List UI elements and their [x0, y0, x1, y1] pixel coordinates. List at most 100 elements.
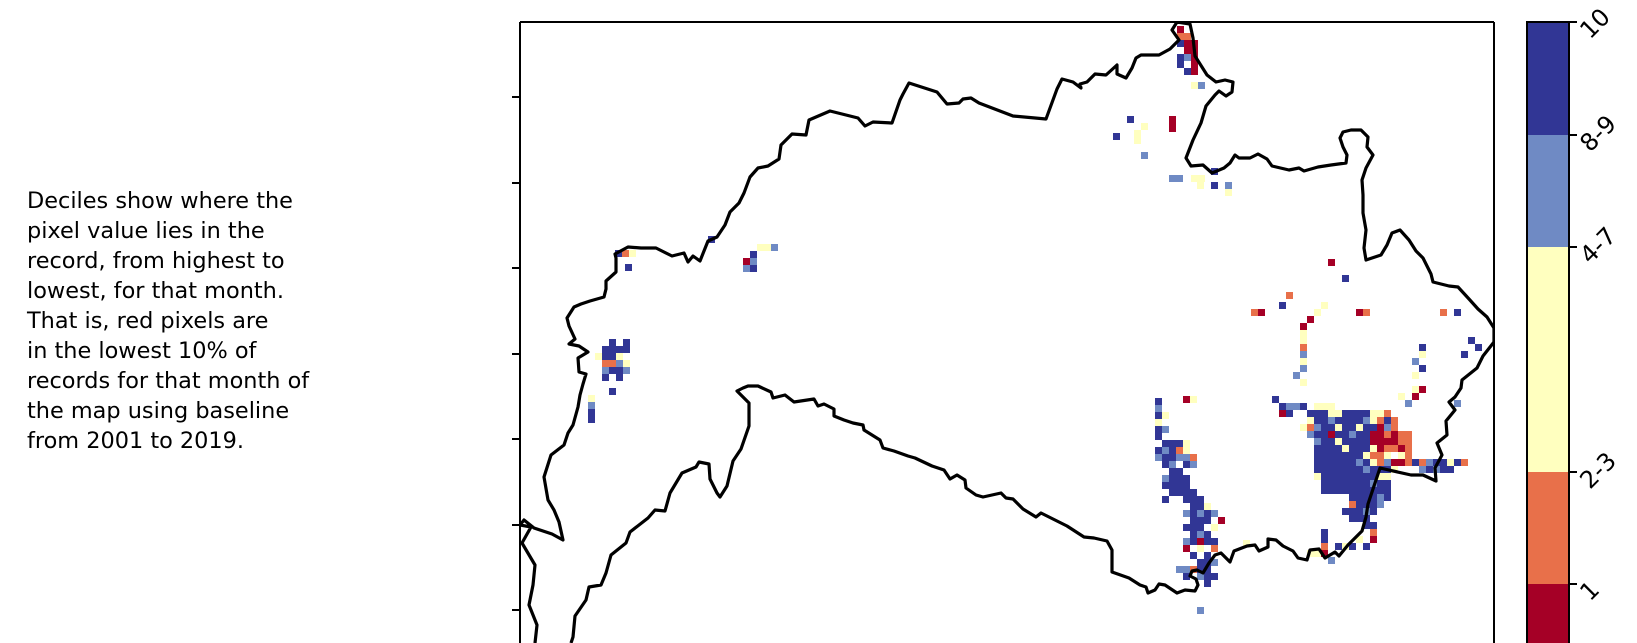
decile-pixel-10: [1335, 445, 1342, 452]
decile-pixel-10: [1328, 480, 1335, 487]
decile-pixel-1: [1391, 438, 1398, 445]
decile-pixel-2-3: [1177, 33, 1191, 40]
decile-pixel-1: [1377, 445, 1384, 452]
colorbar-segment-4-7: [1527, 247, 1569, 472]
decile-pixel-10: [1356, 466, 1363, 473]
decile-pixel-4-7: [1328, 410, 1335, 417]
decile-pixel-10: [1363, 543, 1370, 550]
decile-pixel-8-9: [588, 402, 595, 409]
decile-pixel-10: [1197, 496, 1204, 503]
decile-pixel-4-7: [1314, 309, 1321, 316]
decile-pixel-10: [1183, 461, 1190, 468]
decile-pixel-4-7: [1370, 445, 1377, 452]
decile-pixel-10: [1162, 496, 1169, 503]
decile-pixel-10: [1328, 424, 1335, 431]
decile-pixel-10: [1363, 522, 1370, 529]
decile-pixel-4-7: [1314, 403, 1321, 410]
decile-pixel-10: [1356, 417, 1363, 424]
decile-pixel-10: [609, 339, 616, 346]
decile-pixel-4-7: [1300, 424, 1307, 431]
decile-pixel-10: [1279, 302, 1286, 309]
decile-pixel-2-3: [1391, 424, 1398, 431]
decile-pixel-4-7: [1328, 403, 1335, 410]
decile-pixel-10: [602, 353, 609, 360]
decile-pixel-10: [1190, 489, 1197, 496]
decile-pixel-10: [1349, 466, 1356, 473]
decile-pixel-10: [1204, 552, 1211, 559]
decile-pixel-8-9: [1169, 461, 1176, 468]
decile-pixel-8-9: [1419, 466, 1426, 473]
decile-pixel-10: [616, 374, 623, 381]
decile-pixel-4-7: [1183, 440, 1190, 447]
decile-pixel-8-9: [1356, 459, 1363, 466]
decile-pixel-4-7: [1335, 410, 1342, 417]
decile-pixel-10: [1349, 480, 1356, 487]
decile-pixel-10: [1169, 475, 1176, 482]
decile-colorbar: 10 8-9 4-7 2-3 1: [1526, 3, 1622, 643]
decile-pixel-10: [1342, 480, 1349, 487]
decile-pixel-4-7: [1377, 410, 1384, 417]
decile-pixel-4-7: [1370, 459, 1377, 466]
colorbar-label-8-9: 8-9: [1574, 110, 1622, 158]
decile-pixel-4-7: [1191, 82, 1198, 89]
decile-pixel-4-7: [1211, 524, 1218, 531]
decile-pixel-1: [1398, 459, 1405, 466]
decile-pixel-4-7: [1197, 182, 1204, 189]
decile-pixel-10: [1335, 417, 1342, 424]
decile-pixel-4-7: [1356, 424, 1363, 431]
decile-pixel-4-7: [1321, 302, 1328, 309]
decile-pixel-8-9: [1162, 426, 1169, 433]
decile-pixel-4-7: [1141, 123, 1148, 130]
decile-pixel-10: [1314, 431, 1321, 438]
decile-pixel-8-9: [1197, 573, 1204, 580]
decile-pixel-4-7: [1162, 412, 1169, 419]
decile-pixel-10: [1349, 473, 1356, 480]
decile-pixel-4-7: [1197, 545, 1204, 552]
decile-pixel-1: [1183, 396, 1190, 403]
decile-pixel-10: [1370, 424, 1377, 431]
decile-pixel-10: [1211, 538, 1218, 545]
decile-pixel-layer: [588, 26, 1482, 614]
decile-pixel-2-3: [1377, 452, 1384, 459]
decile-pixel-2-3: [1349, 501, 1356, 508]
decile-pixel-8-9: [623, 367, 630, 374]
decile-pixel-10: [1190, 538, 1197, 545]
decile-pixel-2-3: [602, 360, 609, 367]
colorbar-frame: [1526, 21, 1570, 643]
decile-pixel-8-9: [1412, 358, 1419, 365]
decile-pixel-2-3: [1405, 445, 1412, 452]
decile-pixel-10: [1356, 508, 1363, 515]
decile-pixel-10: [1447, 466, 1454, 473]
decile-pixel-10: [609, 353, 616, 360]
decile-pixel-2-3: [1419, 459, 1426, 466]
decile-pixel-10: [1197, 503, 1204, 510]
decile-pixel-10: [1314, 466, 1321, 473]
decile-pixel-10: [1342, 424, 1349, 431]
decile-pixel-10: [1197, 559, 1204, 566]
decile-pixel-4-7: [1307, 417, 1314, 424]
decile-pixel-8-9: [1190, 461, 1197, 468]
decile-pixel-4-7: [1321, 403, 1328, 410]
decile-pixel-4-7: [1191, 175, 1205, 182]
decile-pixel-10: [1197, 566, 1204, 573]
decile-pixel-4-7: [1370, 410, 1377, 417]
decile-pixel-10: [1155, 447, 1162, 454]
decile-pixel-4-7: [1363, 452, 1370, 459]
decile-pixel-8-9: [1293, 403, 1300, 410]
decile-pixel-2-3: [622, 250, 629, 257]
decile-pixel-2-3: [1363, 309, 1370, 316]
decile-pixel-10: [1328, 473, 1335, 480]
decile-pixel-1: [1191, 68, 1198, 75]
decile-pixel-10: [1335, 543, 1342, 550]
decile-pixel-10: [1328, 452, 1335, 459]
decile-pixel-10: [1363, 410, 1370, 417]
decile-pixel-10: [1204, 510, 1211, 517]
decile-pixel-8-9: [1225, 182, 1232, 189]
decile-pixel-4-7: [623, 360, 630, 367]
decile-pixel-10: [1426, 466, 1433, 473]
decile-pixel-10: [1314, 410, 1321, 417]
decile-pixel-10: [616, 346, 623, 353]
decile-pixel-1: [1328, 431, 1335, 438]
decile-pixel-10: [1342, 508, 1349, 515]
decile-pixel-8-9: [1426, 459, 1433, 466]
